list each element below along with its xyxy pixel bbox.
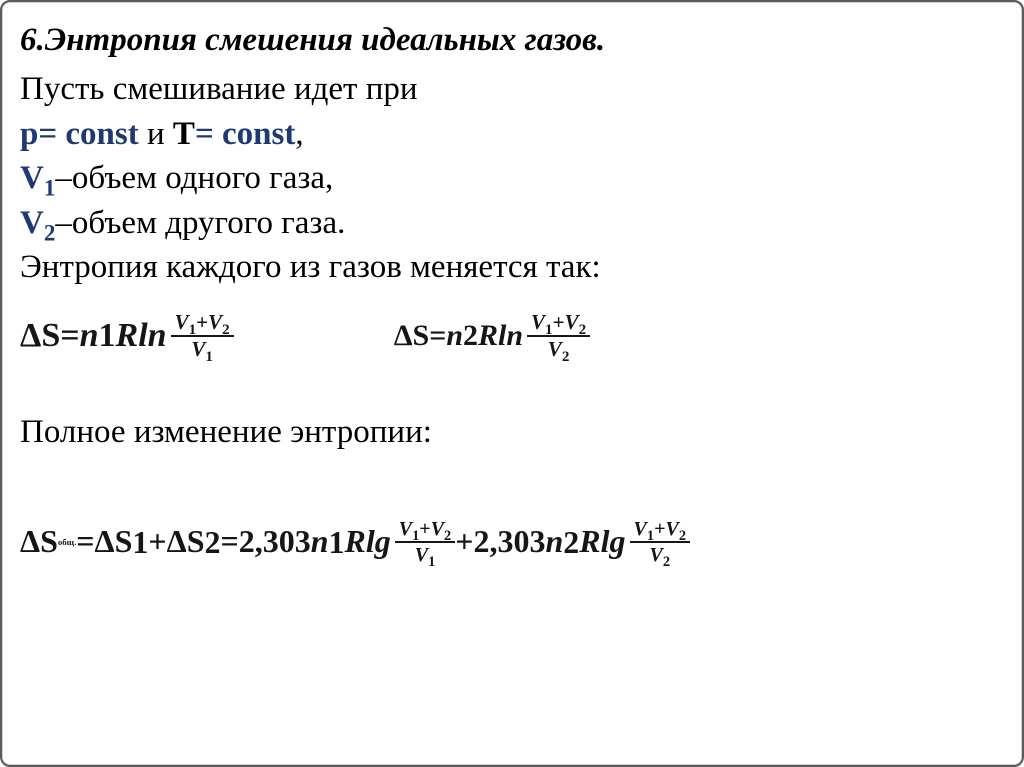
- T-letter: T: [173, 116, 195, 152]
- conditions-line: p= const и T= const,: [20, 112, 1004, 157]
- p-const-label: p= const: [20, 116, 139, 152]
- frac-1: V1+V2 V1: [171, 312, 234, 360]
- total-entropy-text: Полное изменение энтропии:: [20, 410, 1004, 455]
- frac-total-1: V1+V2 V1: [395, 519, 456, 565]
- and-text: и: [139, 116, 173, 152]
- T-const-label: = const: [195, 116, 295, 152]
- comma: ,: [295, 116, 303, 152]
- intro-line-1: Пусть смешивание идет при: [20, 67, 1004, 112]
- formula-ds1: ΔS = n1 Rln V1+V2 V1: [20, 312, 234, 360]
- formula-total: ΔSобщ. = ΔS1 + ΔS2 = 2,303 n1 Rlg V1+V2 …: [20, 519, 690, 565]
- frac-2: V1+V2 V2: [527, 312, 590, 360]
- v1-line: V1–объем одного газа,: [20, 156, 1004, 201]
- final-formula-wrap: ΔSобщ. = ΔS1 + ΔS2 = 2,303 n1 Rlg V1+V2 …: [20, 519, 1004, 565]
- section-title: 6.Энтропия смешения идеальных газов.: [20, 20, 1004, 61]
- v1-desc: –объем одного газа,: [55, 160, 333, 196]
- v2-desc: –объем другого газа.: [55, 205, 345, 241]
- v1-symbol: V1: [20, 160, 55, 196]
- formula-ds2: ΔS = n2 Rln V1+V2 V2: [394, 312, 590, 360]
- frac-total-2: V1+V2 V2: [630, 519, 691, 565]
- formula-row-1: ΔS = n1 Rln V1+V2 V1 ΔS = n2 Rln V1+V2 V…: [20, 312, 1004, 360]
- v2-symbol: V2: [20, 205, 55, 241]
- v2-line: V2–объем другого газа.: [20, 201, 1004, 246]
- slide-container: 6.Энтропия смешения идеальных газов. Пус…: [0, 0, 1024, 767]
- entropy-change-text: Энтропия каждого из газов меняется так:: [20, 245, 1004, 290]
